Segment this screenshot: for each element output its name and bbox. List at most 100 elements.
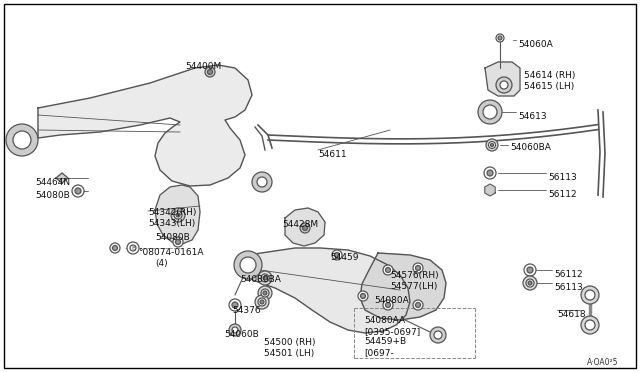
Circle shape: [478, 100, 502, 124]
Circle shape: [523, 276, 537, 290]
Circle shape: [500, 81, 508, 89]
Text: 54615 (LH): 54615 (LH): [524, 82, 574, 91]
Circle shape: [207, 70, 212, 74]
Circle shape: [358, 291, 368, 301]
Circle shape: [528, 281, 532, 285]
Circle shape: [232, 302, 238, 308]
Circle shape: [261, 289, 269, 297]
Circle shape: [263, 291, 267, 295]
Circle shape: [585, 320, 595, 330]
Circle shape: [487, 170, 493, 176]
Text: 54459: 54459: [330, 253, 358, 262]
Circle shape: [415, 302, 420, 308]
Text: 54080B: 54080B: [155, 233, 189, 242]
Text: 56112: 56112: [554, 270, 582, 279]
Circle shape: [72, 185, 84, 197]
Circle shape: [383, 300, 393, 310]
Polygon shape: [360, 253, 446, 320]
Circle shape: [385, 267, 390, 273]
Circle shape: [263, 276, 267, 280]
Circle shape: [260, 300, 264, 304]
Text: 54060BA: 54060BA: [510, 143, 551, 152]
Circle shape: [258, 271, 272, 285]
Circle shape: [487, 109, 493, 115]
Circle shape: [234, 251, 262, 279]
Circle shape: [415, 266, 420, 270]
Circle shape: [484, 167, 496, 179]
Text: 54428M: 54428M: [282, 220, 318, 229]
Text: 54576(RH): 54576(RH): [390, 271, 438, 280]
Circle shape: [229, 299, 241, 311]
Text: 54614 (RH): 54614 (RH): [524, 71, 575, 80]
Circle shape: [430, 327, 446, 343]
Circle shape: [18, 136, 26, 144]
Circle shape: [127, 242, 139, 254]
Text: 54400M: 54400M: [185, 62, 221, 71]
Polygon shape: [56, 173, 68, 183]
Circle shape: [113, 246, 118, 250]
Circle shape: [205, 67, 215, 77]
Circle shape: [524, 264, 536, 276]
Text: 54500 (RH): 54500 (RH): [264, 338, 316, 347]
Circle shape: [496, 34, 504, 42]
Circle shape: [335, 253, 339, 257]
Circle shape: [385, 302, 390, 308]
Circle shape: [174, 211, 182, 219]
Circle shape: [240, 257, 256, 273]
Circle shape: [486, 139, 498, 151]
Text: 54080A: 54080A: [374, 296, 409, 305]
Circle shape: [232, 327, 238, 333]
Text: 56113: 56113: [554, 283, 583, 292]
Circle shape: [527, 267, 533, 273]
Text: 54501 (LH): 54501 (LH): [264, 349, 314, 358]
Text: A·OA0²5: A·OA0²5: [586, 358, 618, 367]
FancyBboxPatch shape: [4, 4, 636, 368]
Circle shape: [261, 274, 269, 282]
Text: (4): (4): [155, 259, 168, 268]
Circle shape: [303, 225, 307, 231]
Circle shape: [496, 77, 512, 93]
Text: 54459+B: 54459+B: [364, 337, 406, 346]
Circle shape: [526, 279, 534, 287]
Polygon shape: [285, 208, 325, 246]
Polygon shape: [242, 248, 410, 333]
Text: 54343(LH): 54343(LH): [148, 219, 195, 228]
Circle shape: [258, 298, 266, 306]
Circle shape: [258, 286, 272, 300]
Circle shape: [175, 240, 180, 244]
Text: 54080B: 54080B: [35, 191, 70, 200]
Polygon shape: [485, 62, 520, 96]
Circle shape: [130, 245, 136, 251]
Circle shape: [252, 172, 272, 192]
Circle shape: [434, 331, 442, 339]
Text: °08074-0161A: °08074-0161A: [138, 248, 204, 257]
Circle shape: [581, 316, 599, 334]
Text: 54376: 54376: [232, 306, 260, 315]
Text: 56113: 56113: [548, 173, 577, 182]
Text: 54618: 54618: [557, 310, 586, 319]
Text: 54464N: 54464N: [35, 178, 70, 187]
Polygon shape: [38, 65, 252, 186]
Polygon shape: [155, 185, 200, 244]
Circle shape: [171, 208, 185, 222]
Circle shape: [255, 295, 269, 309]
Circle shape: [483, 105, 497, 119]
Circle shape: [360, 294, 365, 298]
Circle shape: [490, 144, 493, 147]
Text: 54577(LH): 54577(LH): [390, 282, 437, 291]
Circle shape: [413, 300, 423, 310]
Circle shape: [413, 263, 423, 273]
Text: 54611: 54611: [318, 150, 347, 159]
Circle shape: [13, 131, 31, 149]
Circle shape: [257, 177, 267, 187]
Circle shape: [581, 286, 599, 304]
Polygon shape: [485, 184, 495, 196]
Circle shape: [332, 250, 342, 260]
Circle shape: [498, 36, 502, 40]
Text: [0395-0697]: [0395-0697]: [364, 327, 420, 336]
Circle shape: [6, 124, 38, 156]
Text: B: B: [131, 247, 135, 251]
Circle shape: [173, 237, 183, 247]
Circle shape: [300, 223, 310, 233]
Text: 54613: 54613: [518, 112, 547, 121]
